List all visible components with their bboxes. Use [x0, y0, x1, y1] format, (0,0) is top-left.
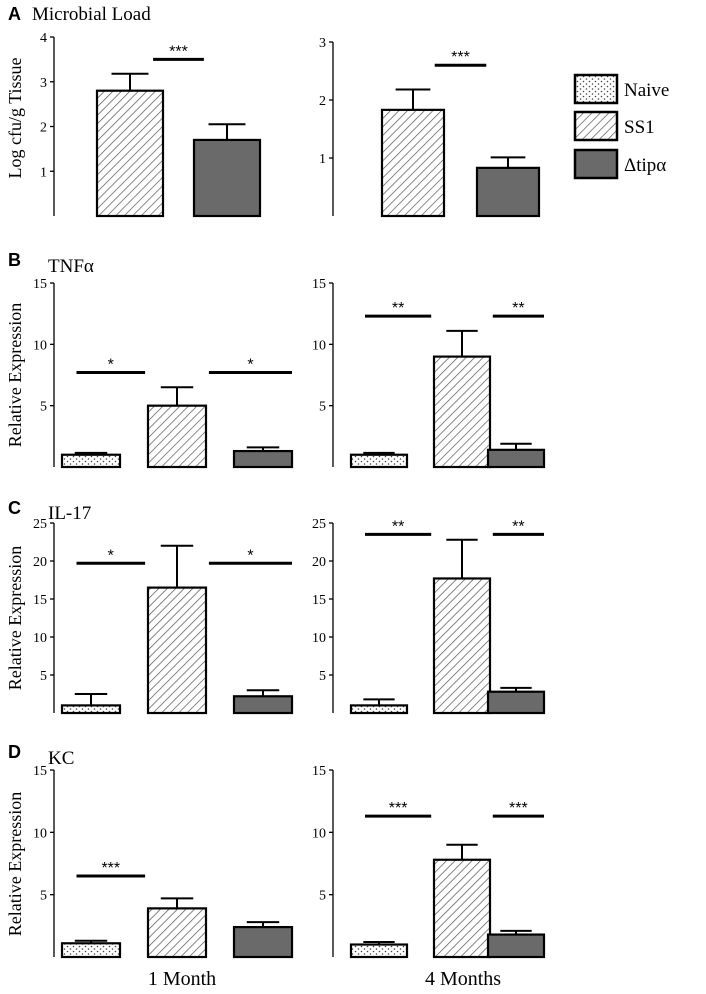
y-tick-label: 15 [33, 277, 47, 292]
y-tick-label: 5 [319, 889, 326, 904]
bar-naive [349, 453, 409, 469]
legend-swatch-dtipa [573, 148, 619, 180]
bar-naive [60, 453, 122, 469]
y-tick-label: 15 [312, 593, 326, 608]
bar-naive [60, 942, 122, 959]
significance-label: ** [392, 518, 404, 535]
chart-panel-7: 5 10 15 *** *** [312, 764, 546, 959]
y-tick-label: 10 [33, 338, 47, 353]
panel-letter: C [8, 498, 21, 518]
y-tick-label: 2 [40, 121, 47, 136]
bar-ss1 [380, 108, 446, 218]
significance-label: *** [101, 860, 120, 877]
chart-panel-2: 5 10 15 B TNFα Relative Expression * * [5, 250, 294, 469]
significance-label: *** [451, 49, 470, 66]
significance-label: *** [389, 800, 408, 817]
bar-ss1 [432, 858, 492, 959]
legend-label-ss1: SS1 [624, 117, 655, 138]
panel-letter: A [8, 4, 21, 24]
y-tick-label: 3 [40, 76, 47, 91]
bar-naive [349, 943, 409, 959]
legend: Naive SS1 Δtipα [573, 73, 669, 180]
y-tick-label: 1 [319, 152, 326, 167]
bar-dtipa [232, 449, 294, 469]
bar-ss1 [146, 907, 208, 959]
chart-panel-4: 5 10 15 20 25 C IL-17 Relative Expression * * [5, 498, 294, 715]
y-tick-label: 10 [33, 631, 47, 646]
panel-title: TNFα [48, 256, 94, 277]
bar-dtipa [232, 925, 294, 959]
y-tick-label: 10 [312, 826, 326, 841]
x-label-1-month: 1 Month [148, 968, 216, 990]
y-tick-label: 5 [40, 889, 47, 904]
y-tick-label: 1 [40, 165, 47, 180]
legend-label-naive: Naive [624, 80, 669, 101]
chart-panel-5: 5 10 15 20 25 ** ** [312, 517, 546, 715]
y-tick-label: 15 [312, 277, 326, 292]
y-tick-label: 25 [33, 517, 47, 532]
panel-title: IL-17 [48, 503, 91, 524]
significance-label: ** [512, 300, 524, 317]
y-axis-label: Relative Expression [5, 546, 25, 690]
bar-ss1 [146, 586, 208, 715]
significance-label: * [247, 547, 253, 564]
panel-title: KC [48, 748, 74, 769]
x-label-4-months: 4 Months [425, 968, 501, 990]
significance-label: * [108, 357, 114, 374]
y-tick-label: 2 [319, 94, 326, 109]
bar-ss1 [146, 404, 208, 469]
y-tick-label: 15 [312, 764, 326, 779]
panel-letter: D [8, 742, 21, 762]
panel-letter: B [8, 250, 21, 270]
y-tick-label: 5 [40, 400, 47, 415]
y-tick-label: 5 [319, 669, 326, 684]
panel-title: Microbial Load [32, 4, 151, 25]
bar-naive [60, 704, 122, 715]
chart-panel-6: 5 10 15 D KC Relative Expression *** [5, 742, 294, 959]
bar-naive [349, 704, 409, 715]
significance-label: * [247, 357, 253, 374]
y-axis-label: Relative Expression [5, 792, 25, 936]
y-axis-label: Log cfu/g Tissue [5, 57, 25, 178]
y-tick-label: 5 [319, 400, 326, 415]
bar-ss1 [432, 577, 492, 715]
y-tick-label: 10 [33, 826, 47, 841]
bar-dtipa [486, 933, 546, 959]
bar-dtipa [192, 138, 262, 218]
y-tick-label: 25 [312, 517, 326, 532]
y-tick-label: 10 [312, 631, 326, 646]
chart-panel-3: 5 10 15 ** ** [312, 277, 546, 469]
legend-label-dtipa: Δtipα [624, 155, 666, 176]
bar-dtipa [475, 166, 541, 218]
y-tick-label: 15 [33, 593, 47, 608]
y-tick-label: 20 [33, 555, 47, 570]
bar-dtipa [486, 448, 546, 469]
bar-dtipa [232, 695, 294, 715]
bar-ss1 [95, 89, 165, 218]
bar-ss1 [432, 355, 492, 469]
y-tick-label: 15 [33, 764, 47, 779]
chart-panel-1: 1 2 3 *** [319, 36, 541, 218]
significance-label: ** [512, 518, 524, 535]
y-axis-label: Relative Expression [5, 303, 25, 447]
y-tick-label: 4 [40, 31, 47, 46]
legend-swatch-ss1 [573, 110, 619, 142]
significance-label: ** [392, 300, 404, 317]
y-tick-label: 10 [312, 338, 326, 353]
bar-dtipa [486, 690, 546, 715]
significance-label: *** [169, 43, 188, 60]
significance-label: *** [509, 800, 528, 817]
significance-label: * [108, 547, 114, 564]
y-tick-label: 3 [319, 36, 326, 51]
y-tick-label: 20 [312, 555, 326, 570]
legend-swatch-naive [573, 73, 619, 105]
chart-panel-0: 1 2 3 4 A Microbial Load Log cfu/g Tissue *** [5, 4, 262, 218]
y-tick-label: 5 [40, 669, 47, 684]
